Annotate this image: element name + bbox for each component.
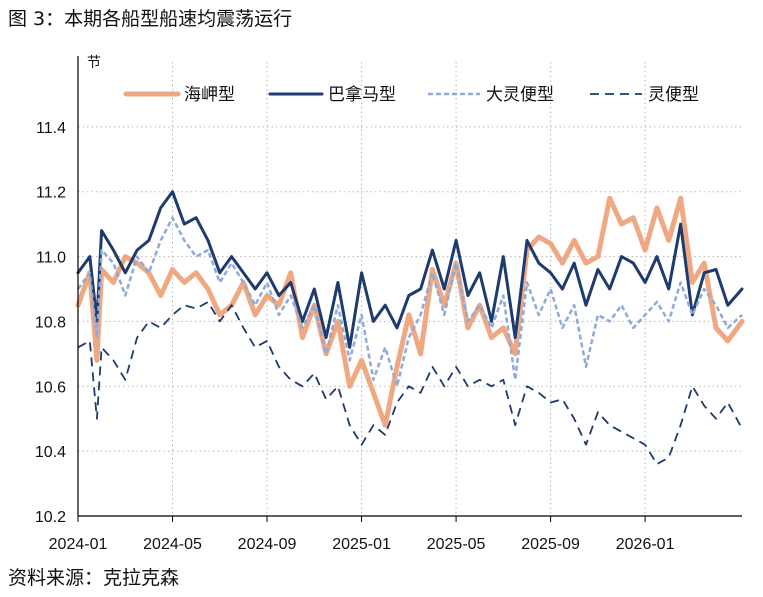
x-tick-label: 2024-01 bbox=[49, 536, 108, 553]
legend-label-4: 灵便型 bbox=[648, 85, 699, 105]
legend-label-3: 大灵便型 bbox=[486, 85, 554, 105]
y-tick-label: 10.6 bbox=[35, 379, 66, 396]
y-tick-label: 11.2 bbox=[36, 185, 66, 202]
x-tick-label: 2025-01 bbox=[332, 536, 391, 553]
chart-source: 资料来源：克拉克森 bbox=[8, 567, 180, 589]
series-line-4 bbox=[77, 301, 743, 465]
x-tick-label: 2025-09 bbox=[521, 536, 580, 553]
series-line-1 bbox=[75, 195, 745, 428]
x-tick-label: 2024-05 bbox=[143, 536, 202, 553]
x-tick-label: 2024-09 bbox=[238, 536, 297, 553]
y-tick-label: 10.8 bbox=[35, 314, 66, 331]
x-tick-label: 2025-05 bbox=[427, 536, 486, 553]
chart-title: 图 3：本期各船型船速均震荡运行 bbox=[8, 8, 293, 30]
y-tick-label: 11.0 bbox=[36, 250, 66, 267]
axis-layer: 11.4 11.2 11.0 10.8 10.6 10.4 10.2 2024-01 2024-… bbox=[35, 55, 742, 553]
legend-label-2: 巴拿马型 bbox=[328, 84, 396, 105]
series-line-2 bbox=[76, 190, 744, 349]
series-layer bbox=[75, 190, 745, 465]
legend: 海岬型 巴拿马型 大灵便型 灵便型 bbox=[123, 84, 699, 105]
series-line-3 bbox=[76, 216, 743, 388]
y-axis-unit: 节 bbox=[87, 55, 101, 71]
y-tick-label: 11.4 bbox=[36, 120, 66, 137]
y-tick-label: 10.2 bbox=[35, 509, 66, 526]
y-tick-label: 10.4 bbox=[35, 444, 66, 461]
legend-label-1: 海岬型 bbox=[184, 85, 235, 105]
x-tick-label: 2026-01 bbox=[616, 536, 675, 553]
grid-layer bbox=[78, 62, 742, 516]
